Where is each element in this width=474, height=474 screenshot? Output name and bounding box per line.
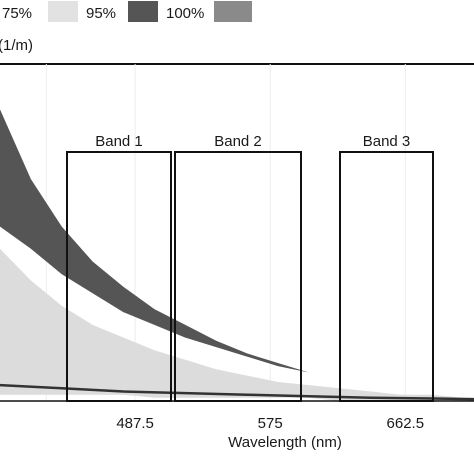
- legend: 75% 95% 100%: [2, 1, 252, 22]
- legend-label-100: 100%: [166, 5, 204, 22]
- x-ticks: 487.5 575 662.5: [116, 415, 424, 432]
- y-axis-label: (1/m): [0, 37, 33, 54]
- legend-swatch-100: [128, 1, 158, 22]
- baseline-curve: [0, 383, 474, 401]
- x-tick-label: 487.5: [116, 415, 154, 432]
- series-area-1: [0, 248, 464, 401]
- legend-swatch-95: [48, 1, 78, 22]
- legend-swatch-extra: [214, 1, 252, 22]
- x-tick-label: 575: [258, 415, 283, 432]
- legend-label-75: 75%: [2, 5, 32, 22]
- x-tick-label: 662.5: [387, 415, 425, 432]
- x-axis-label: Wavelength (nm): [228, 434, 342, 451]
- band-3-label: Band 3: [363, 133, 411, 150]
- band-1-label: Band 1: [95, 133, 143, 150]
- data-areas: [0, 109, 474, 401]
- band-2-label: Band 2: [214, 133, 262, 150]
- legend-label-95: 95%: [86, 5, 116, 22]
